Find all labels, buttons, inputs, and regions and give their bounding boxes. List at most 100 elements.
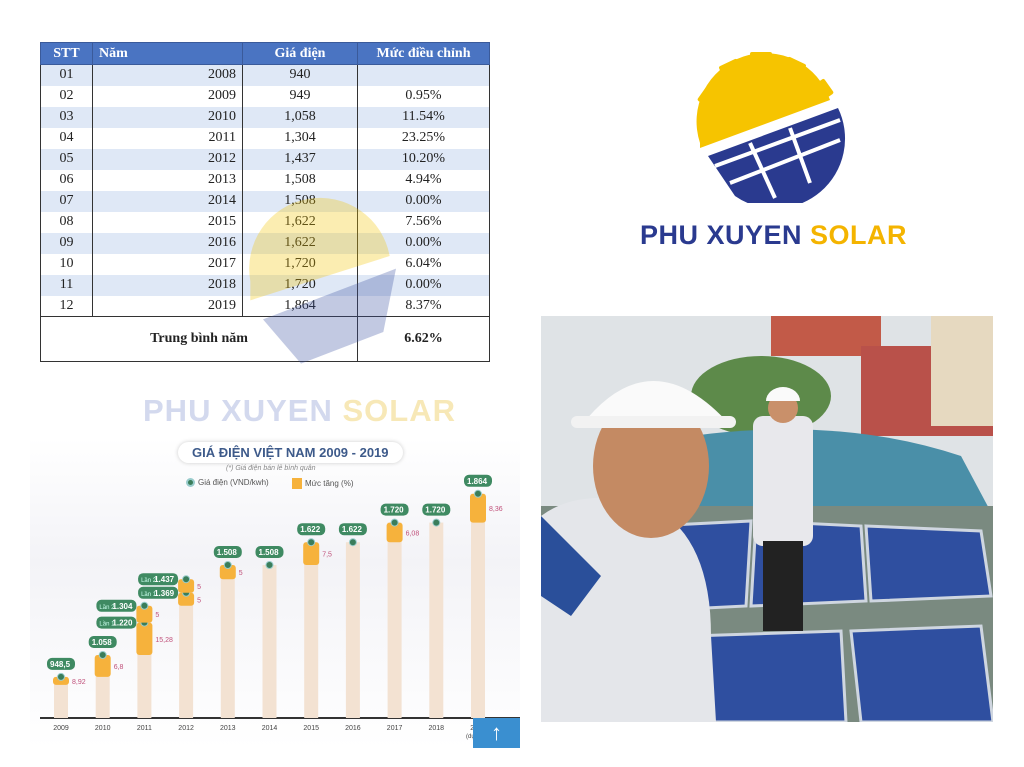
price-label: 1.304 — [112, 602, 133, 611]
price-label-bg — [88, 636, 117, 648]
price-point — [474, 489, 482, 498]
cell-year: 2008 — [92, 64, 243, 86]
chart-title: GIÁ ĐIỆN VIỆT NAM 2009 - 2019 — [178, 442, 403, 463]
increase-label: 8,36 — [489, 506, 503, 513]
increase-segment — [53, 676, 69, 685]
price-bar — [179, 579, 194, 718]
cell-price: 1,508 — [242, 190, 358, 212]
installation-photo — [541, 316, 993, 722]
cell-stt: 10 — [40, 253, 93, 275]
price-point — [57, 672, 65, 681]
x-tick-label: 2012 — [178, 725, 194, 732]
price-infographic: GIÁ ĐIỆN VIỆT NAM 2009 - 2019 (*) Giá đi… — [30, 438, 520, 748]
cell-stt: 04 — [40, 127, 93, 149]
cell-price: 1,437 — [242, 148, 358, 170]
price-bar — [429, 522, 444, 718]
table-row: 0820151,6227.56% — [40, 211, 490, 233]
price-label: 1.369 — [154, 589, 175, 598]
price-point — [265, 561, 274, 569]
electricity-price-table: STT Năm Giá điện Mức điều chỉnh 01 2008 94… — [40, 42, 490, 362]
price-bar — [387, 522, 402, 718]
x-tick-label: 2015 — [303, 725, 319, 732]
price-label: 1.437 — [154, 575, 175, 584]
price-label-bg — [96, 599, 137, 612]
price-label: 1.622 — [300, 525, 321, 534]
price-label: 1.058 — [92, 638, 113, 647]
round-label: Lần 1 — [99, 622, 115, 628]
increase-box-icon — [292, 478, 302, 489]
cell-adjust — [357, 64, 490, 86]
price-bar — [304, 542, 319, 718]
cell-price: 1,058 — [242, 106, 358, 128]
price-label: 1.864 — [467, 477, 488, 486]
price-label-bg — [96, 616, 137, 629]
price-label-bg — [338, 523, 367, 536]
x-tick-label: 2017 — [387, 725, 403, 732]
price-point — [98, 651, 107, 659]
legend-increase: Mức tăng (%) — [292, 478, 353, 489]
price-label-bg — [422, 503, 451, 516]
price-label: 1.508 — [259, 548, 280, 557]
x-tick-label: 2013 — [220, 725, 236, 732]
increase-segment — [470, 493, 486, 523]
x-tick-label: 2018 — [429, 725, 445, 732]
increase-label: 5 — [197, 584, 201, 591]
cell-year: 2014 — [92, 190, 243, 212]
x-tick-label: 2016 — [345, 725, 361, 732]
increase-label: 6,8 — [114, 664, 124, 671]
cell-year: 2019 — [92, 295, 243, 317]
cell-adjust: 11.54% — [357, 106, 490, 128]
table-row: 05 2012 1,437 10.20% — [40, 148, 490, 170]
price-label-bg — [464, 474, 492, 487]
header-price: Giá điện — [242, 42, 358, 65]
cell-adjust: 8.37% — [357, 295, 490, 317]
increase-label: 15,28 — [155, 637, 173, 644]
average-value: 6.62% — [357, 316, 490, 362]
cell-year: 2010 — [92, 106, 243, 128]
header-year: Năm — [92, 42, 243, 65]
increase-label: 5 — [197, 597, 201, 604]
cell-stt: 08 — [40, 211, 93, 233]
cell-price: 1,622 — [242, 232, 358, 254]
increase-label: 5 — [155, 612, 159, 619]
increase-segment — [303, 542, 320, 565]
cell-year: 2011 — [92, 127, 243, 149]
price-point — [307, 538, 316, 547]
increase-label: 8,92 — [72, 679, 86, 686]
increase-label: 5 — [239, 570, 243, 577]
round-label: Lần 2 — [99, 605, 115, 611]
table-row: 0920161,6220.00% — [40, 232, 490, 254]
watermark-text: PHU XUYEN SOLAR — [143, 393, 456, 429]
price-label: 1.720 — [425, 506, 446, 515]
average-row: Trung bình năm 6.62% — [40, 316, 490, 362]
table-row: 03 2010 1,058 11.54% — [40, 106, 490, 128]
price-label: 1.508 — [217, 548, 238, 557]
increase-segment — [386, 522, 403, 543]
cell-price: 940 — [242, 64, 358, 86]
table-row: 04 2011 1,304 23.25% — [40, 127, 490, 149]
cell-year: 2009 — [92, 85, 243, 107]
cell-stt: 07 — [40, 190, 93, 212]
cell-adjust: 0.00% — [357, 190, 490, 212]
scroll-to-top-button[interactable]: ↑ — [473, 718, 520, 748]
brand-name-part2: SOLAR — [810, 220, 908, 250]
price-bar — [262, 565, 277, 718]
increase-segment — [94, 655, 111, 677]
increase-segment — [178, 592, 195, 606]
legend-price: Giá điện (VND/kwh) — [186, 478, 269, 487]
cell-stt: 01 — [40, 64, 93, 86]
cell-stt: 03 — [40, 106, 93, 128]
table-row: 07 2014 1,508 0.00% — [40, 190, 490, 212]
cell-price: 1,304 — [242, 127, 358, 149]
price-label-bg — [380, 503, 409, 516]
cell-year: 2013 — [92, 169, 243, 191]
cell-year: 2018 — [92, 274, 243, 296]
price-label-bg — [255, 546, 284, 558]
price-bar — [54, 676, 68, 718]
table-row: 1220191,8648.37% — [40, 295, 490, 317]
cell-adjust: 10.20% — [357, 148, 490, 170]
price-point — [390, 518, 399, 527]
increase-segment — [136, 605, 153, 623]
cell-price: 949 — [242, 85, 358, 107]
